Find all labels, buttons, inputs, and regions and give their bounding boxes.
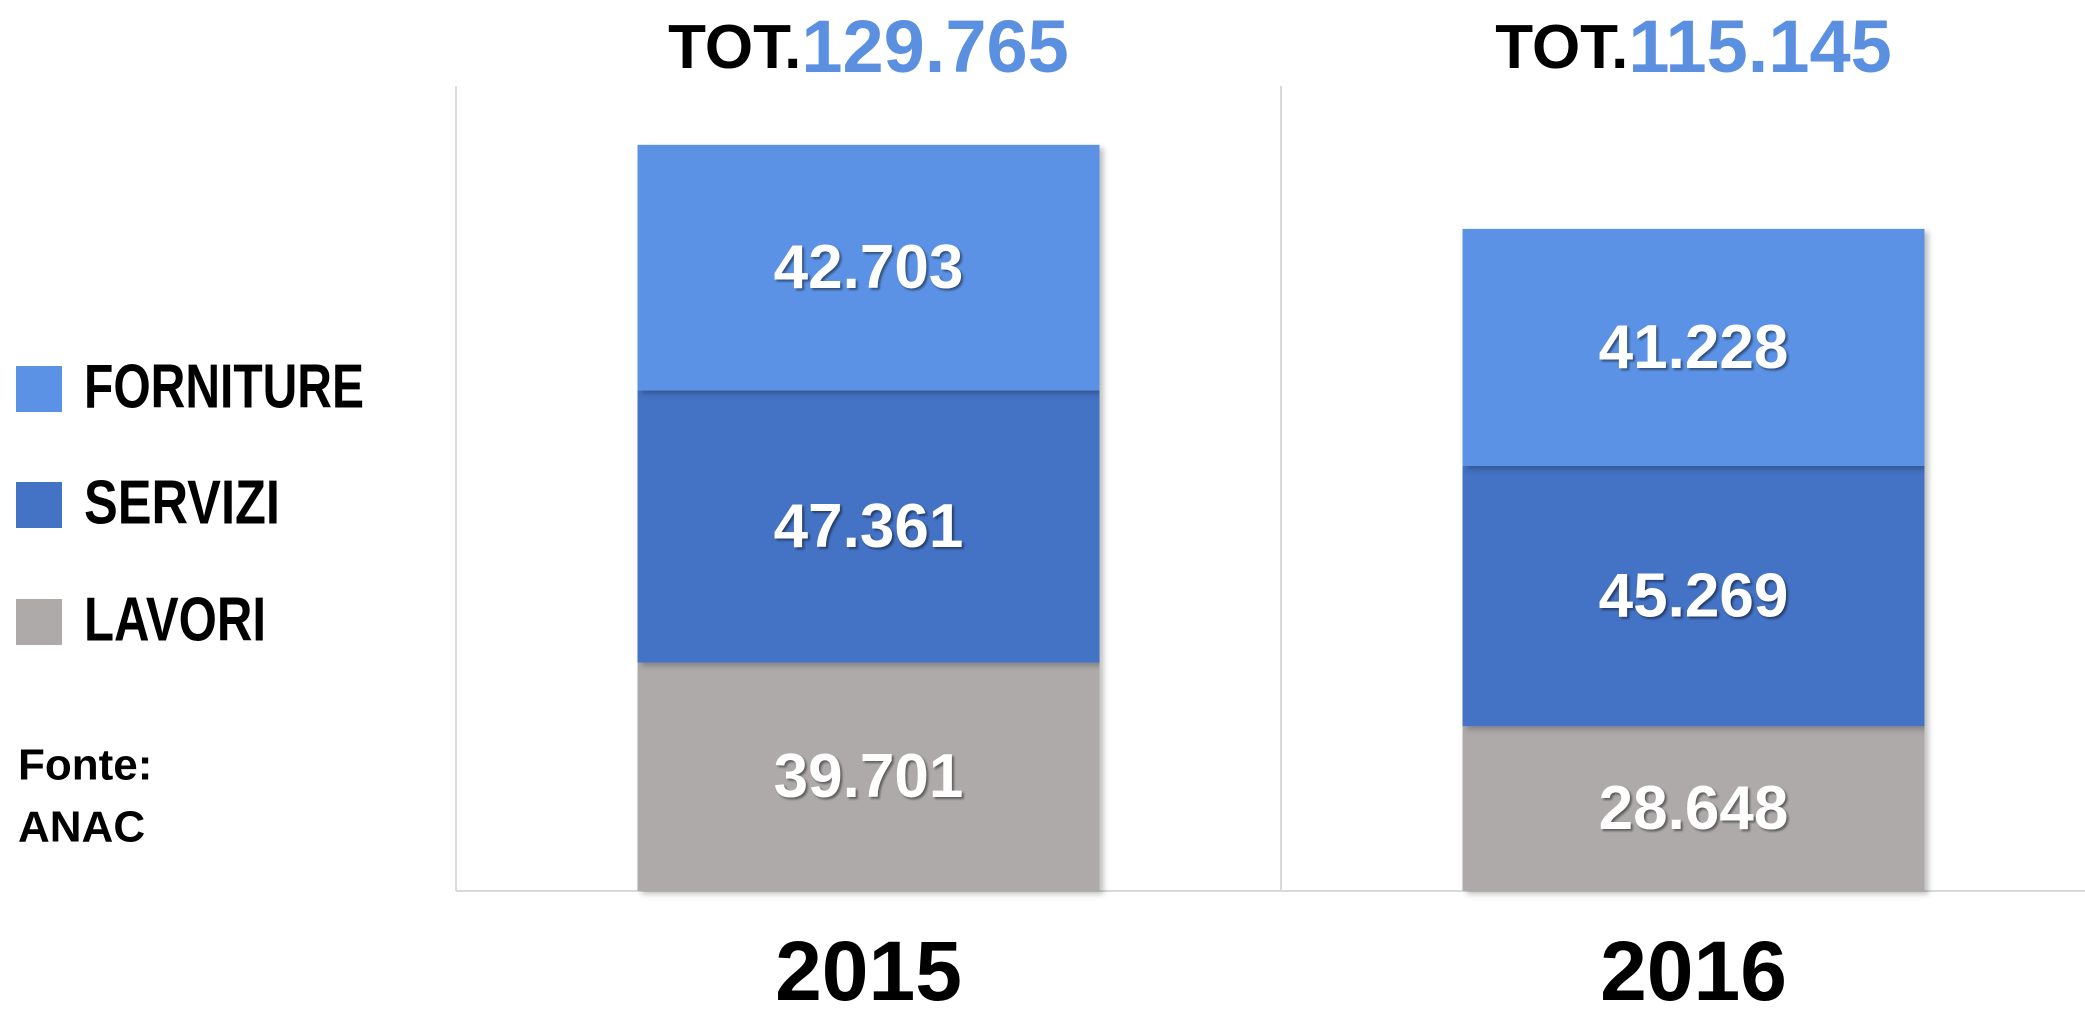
total-prefix: TOT.	[1495, 13, 1628, 82]
total-value: 115.145	[1628, 5, 1891, 88]
data-label: 45.269	[1599, 562, 1789, 631]
total-label: TOT.129.765	[668, 5, 1069, 88]
bar-segment	[637, 144, 1100, 391]
bar-segment	[1462, 228, 1925, 466]
bar-segment	[1462, 726, 1925, 891]
bar-segment	[637, 662, 1100, 891]
bar-segment	[637, 390, 1100, 663]
source: ANAC	[18, 803, 145, 852]
legend-label: FORNITURE	[84, 352, 364, 421]
legend-swatch	[16, 599, 62, 645]
data-label: 39.701	[774, 742, 964, 811]
legend-swatch	[16, 482, 62, 528]
x-tick-label: 2016	[1600, 924, 1787, 1010]
total-value: 129.765	[801, 5, 1069, 88]
data-label: 28.648	[1599, 774, 1789, 843]
legend-label: SERVIZI	[84, 468, 280, 537]
total-label: TOT.115.145	[1495, 5, 1892, 88]
total-prefix: TOT.	[668, 13, 801, 82]
x-tick-label: 2015	[775, 924, 962, 1010]
source: Fonte:	[18, 741, 152, 790]
data-label: 47.361	[774, 492, 964, 561]
data-label: 41.228	[1599, 313, 1789, 382]
legend-swatch	[16, 366, 62, 412]
data-label: 42.703	[774, 233, 964, 302]
bar-segment	[1462, 465, 1925, 727]
legend-label: LAVORI	[84, 585, 266, 654]
